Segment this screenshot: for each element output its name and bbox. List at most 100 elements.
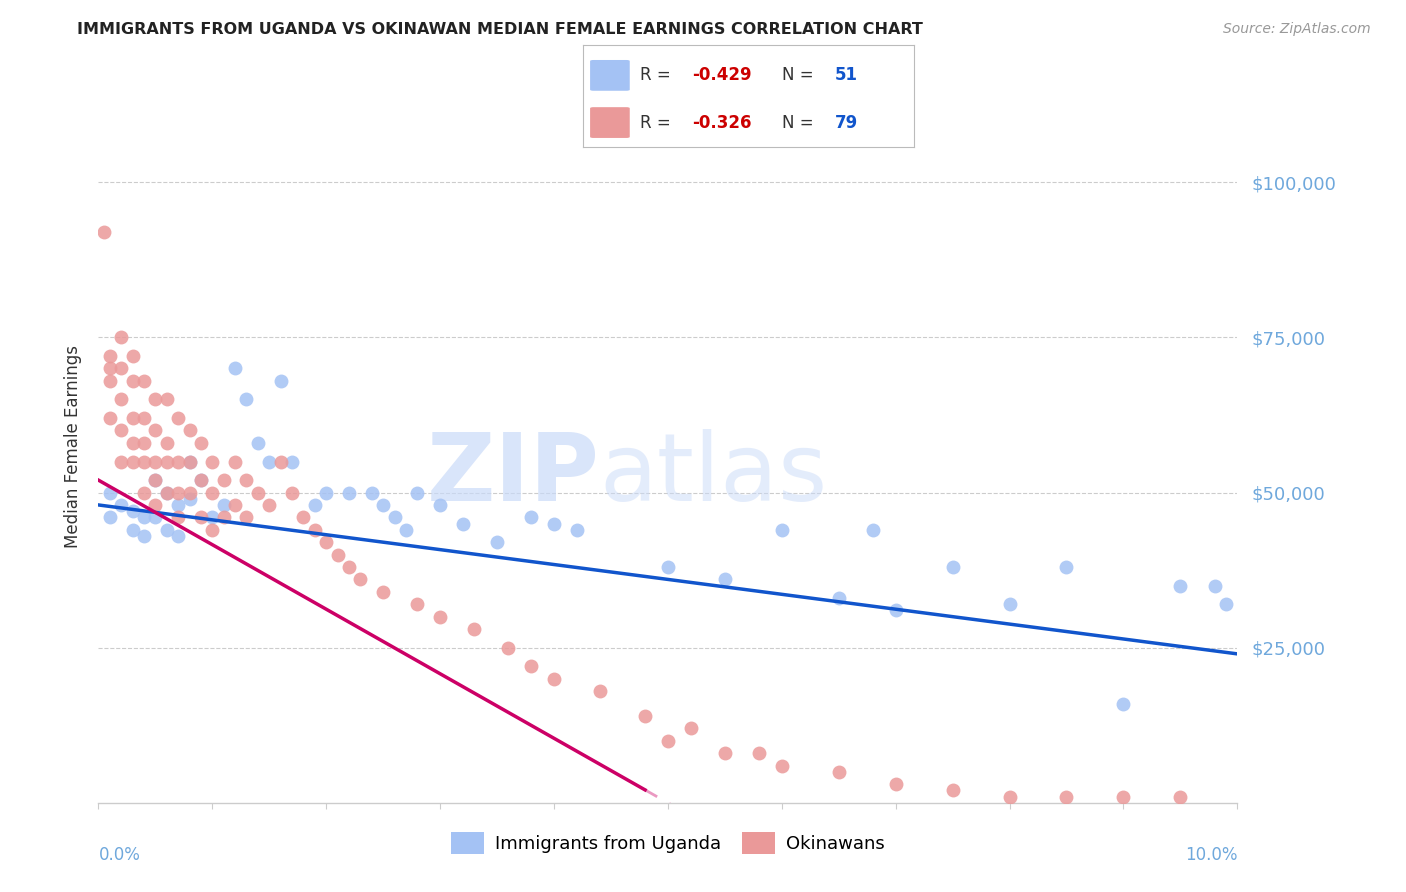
Point (132, 485, 155, 500)
Point (942, 783, 965, 797)
Point (395, 523, 418, 537)
Point (98, 361, 121, 376)
Point (235, 473, 257, 487)
Point (145, 510, 167, 524)
Point (212, 473, 235, 487)
Point (132, 510, 155, 524)
Point (337, 560, 360, 574)
Point (201, 523, 224, 537)
Point (110, 454, 132, 468)
Point (748, 746, 770, 760)
Point (224, 454, 246, 468)
Point (167, 485, 190, 500)
Point (201, 485, 224, 500)
Point (201, 454, 224, 468)
Point (156, 485, 179, 500)
Point (246, 436, 269, 450)
Point (156, 485, 179, 500)
Point (1112, 697, 1135, 711)
Point (156, 392, 179, 407)
Text: -0.429: -0.429 (693, 66, 752, 85)
Point (179, 491, 201, 506)
Point (406, 485, 429, 500)
Point (884, 777, 907, 791)
Point (679, 722, 702, 736)
Point (337, 485, 360, 500)
Point (281, 485, 304, 500)
Point (1204, 579, 1226, 593)
Point (121, 504, 143, 518)
Point (167, 510, 190, 524)
Point (110, 392, 132, 407)
Point (657, 560, 679, 574)
Point (190, 436, 212, 450)
Point (190, 473, 212, 487)
Point (520, 659, 543, 673)
Point (315, 535, 337, 549)
Text: R =: R = (640, 66, 676, 85)
Point (714, 573, 737, 587)
Point (179, 485, 201, 500)
Point (132, 454, 155, 468)
Point (98, 411, 121, 425)
Point (770, 523, 793, 537)
Point (201, 510, 224, 524)
Point (246, 485, 269, 500)
Text: N =: N = (782, 113, 818, 131)
Y-axis label: Median Female Earnings: Median Female Earnings (65, 344, 83, 548)
Text: N =: N = (782, 66, 818, 85)
Legend: Immigrants from Uganda, Okinawans: Immigrants from Uganda, Okinawans (444, 825, 891, 862)
Point (270, 374, 292, 388)
Point (406, 597, 429, 611)
Point (429, 498, 451, 512)
FancyBboxPatch shape (591, 107, 630, 138)
Text: 0.0%: 0.0% (98, 846, 141, 863)
Point (543, 516, 565, 531)
Point (259, 454, 281, 468)
Point (156, 454, 179, 468)
Point (167, 498, 190, 512)
Point (145, 498, 167, 512)
Point (281, 454, 304, 468)
Point (862, 523, 884, 537)
Point (451, 516, 474, 531)
Point (543, 672, 565, 686)
Point (828, 764, 851, 779)
Point (110, 498, 132, 512)
Point (132, 529, 155, 543)
Point (292, 510, 315, 524)
Point (156, 436, 179, 450)
Point (235, 510, 257, 524)
Point (145, 473, 167, 487)
Point (942, 560, 965, 574)
Point (212, 510, 235, 524)
Point (110, 361, 132, 376)
Text: Source: ZipAtlas.com: Source: ZipAtlas.com (1223, 22, 1371, 37)
Text: -0.326: -0.326 (693, 113, 752, 131)
Point (1056, 789, 1078, 804)
Point (463, 622, 485, 636)
Point (520, 510, 543, 524)
Point (373, 584, 395, 599)
Point (770, 758, 793, 772)
Point (145, 424, 167, 438)
Point (588, 684, 610, 698)
Point (326, 548, 349, 562)
Point (1170, 789, 1192, 804)
Point (304, 498, 326, 512)
Point (121, 523, 143, 537)
Point (132, 374, 155, 388)
Point (145, 392, 167, 407)
Point (270, 454, 292, 468)
Point (634, 709, 657, 723)
Point (235, 392, 257, 407)
Text: atlas: atlas (599, 428, 828, 521)
Point (110, 330, 132, 344)
Point (360, 485, 382, 500)
Point (224, 498, 246, 512)
Point (259, 498, 281, 512)
Point (884, 603, 907, 617)
Point (212, 498, 235, 512)
Point (998, 789, 1021, 804)
Point (156, 523, 179, 537)
